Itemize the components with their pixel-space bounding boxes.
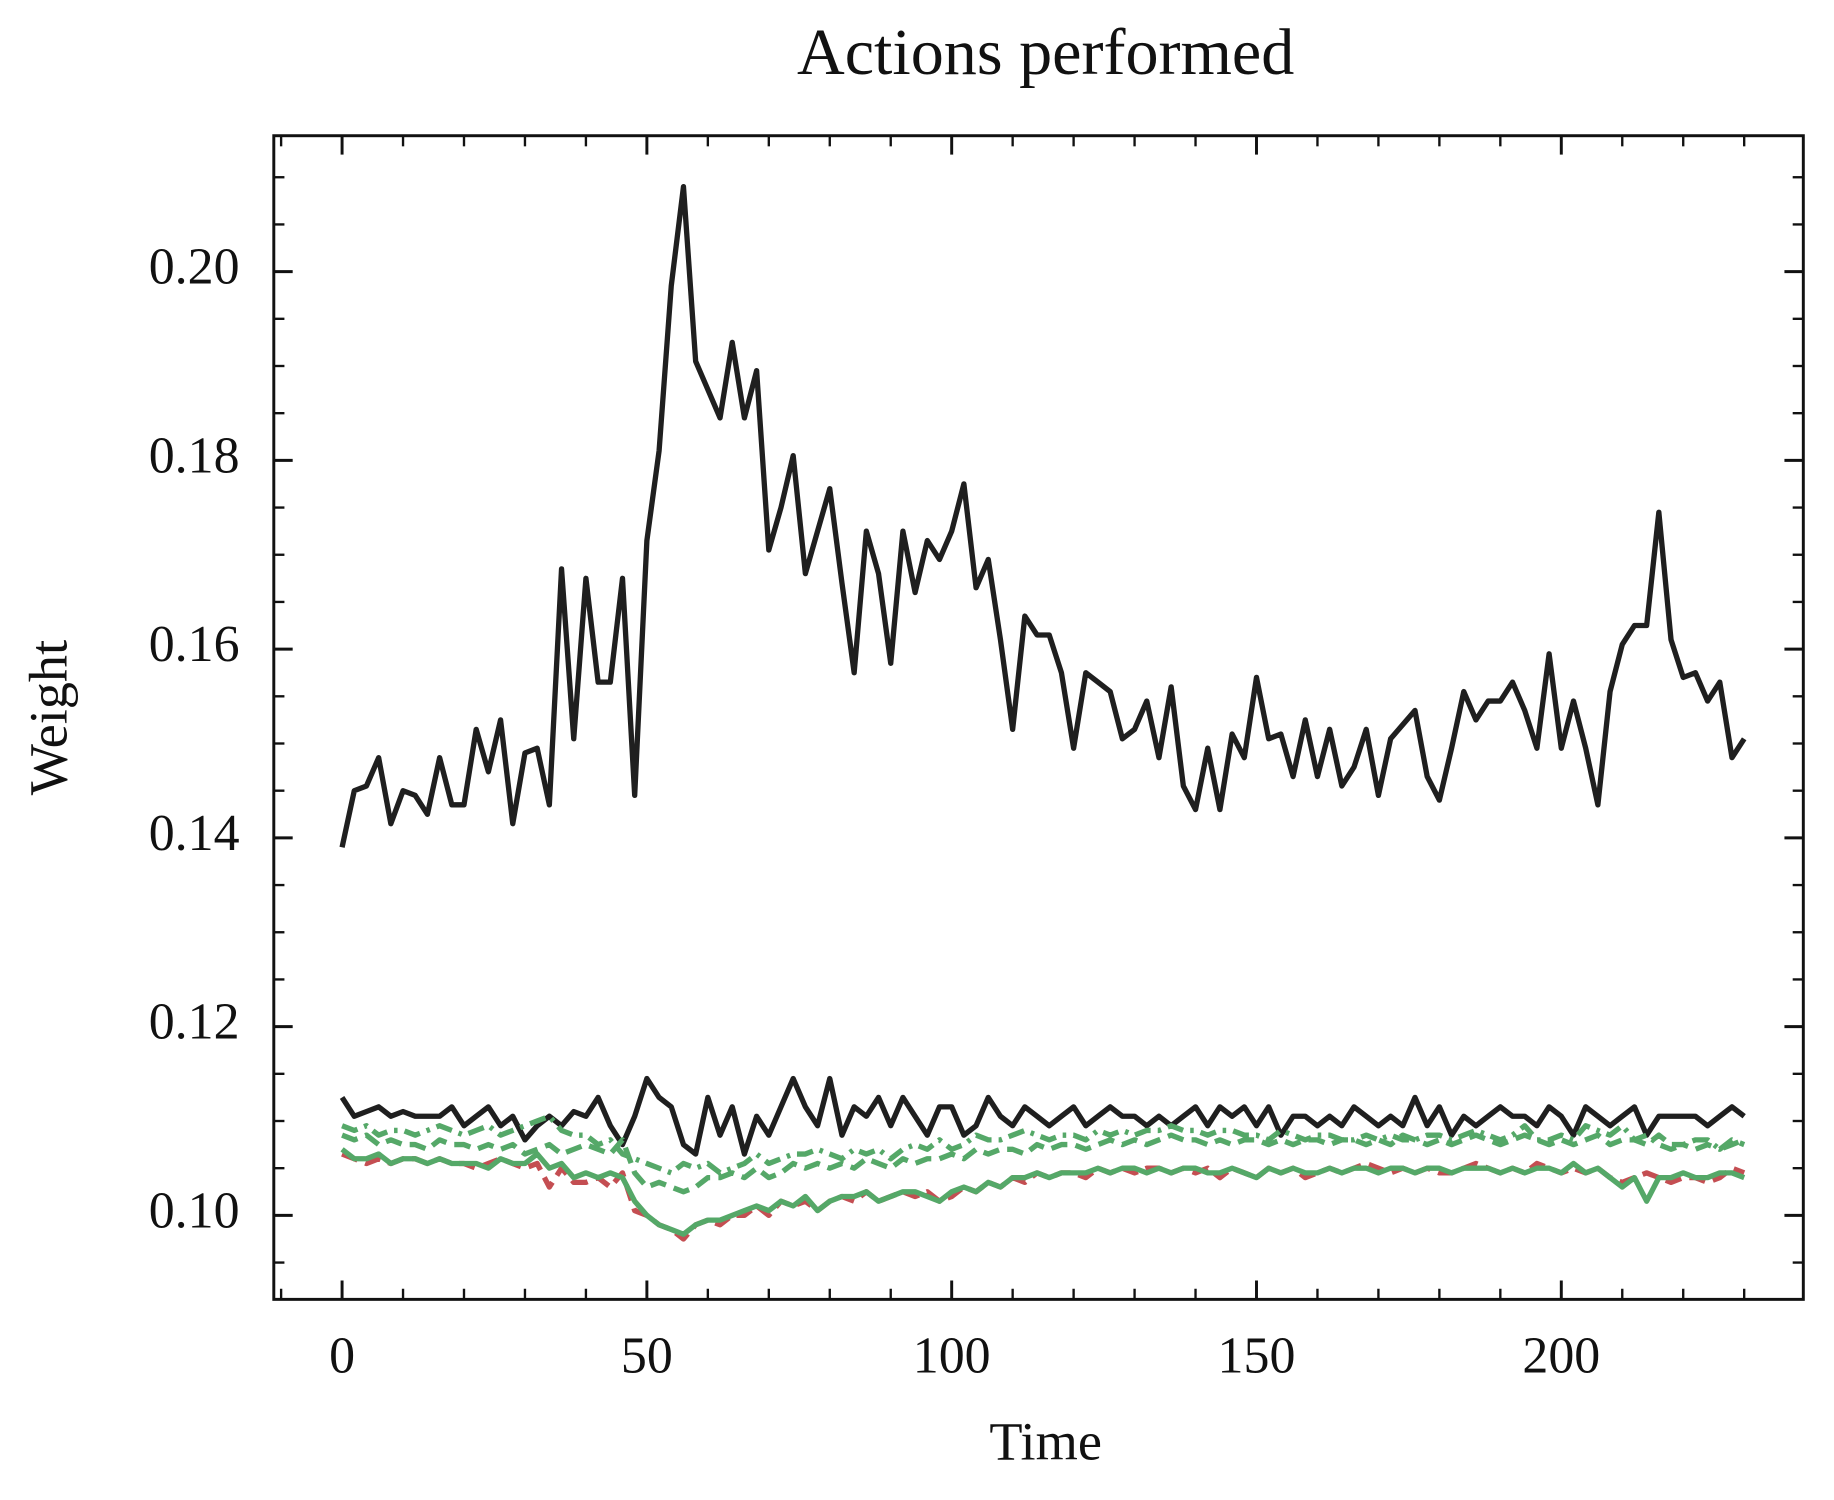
x-axis-label: Time [989, 1411, 1102, 1471]
x-tick-label: 200 [1522, 1328, 1600, 1385]
y-tick-label: 0.18 [149, 427, 240, 484]
series-line [339, 1075, 1746, 1157]
plot-frame [272, 134, 1805, 1301]
x-tick-label: 150 [1218, 1328, 1296, 1385]
y-axis-label: Weight [19, 640, 79, 795]
y-tick-label: 0.14 [149, 805, 240, 862]
series-line [340, 1147, 1746, 1237]
y-tick-label: 0.12 [149, 994, 240, 1051]
y-tick-label: 0.20 [149, 239, 240, 296]
y-tick-label: 0.10 [149, 1182, 240, 1239]
x-tick-label: 0 [329, 1328, 355, 1385]
series-line [341, 1132, 1746, 1195]
series-line [341, 1113, 1746, 1176]
x-tick-label: 50 [621, 1328, 673, 1385]
y-tick-label: 0.16 [149, 616, 240, 673]
x-tick-label: 100 [913, 1328, 991, 1385]
series-line [339, 184, 1747, 848]
chart-title: Actions performed [797, 16, 1294, 89]
